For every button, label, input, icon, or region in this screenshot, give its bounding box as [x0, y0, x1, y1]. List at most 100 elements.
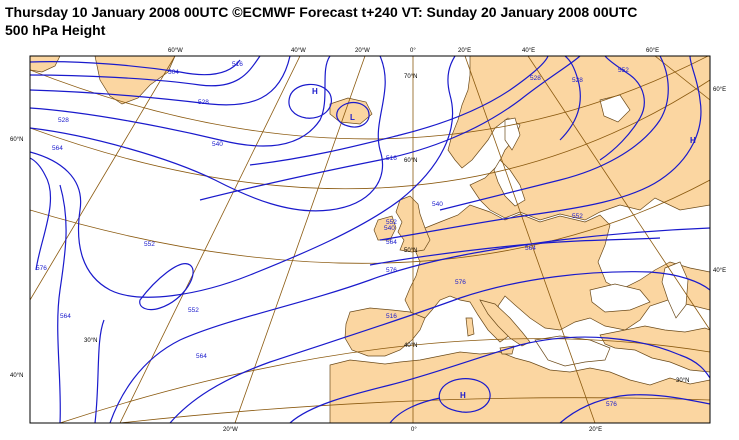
contour-588-b	[389, 397, 441, 423]
lon-20e	[464, 56, 596, 423]
contour-label: 528	[198, 99, 209, 106]
contour-label: 564	[386, 239, 397, 246]
high-pressure-center: H	[312, 87, 318, 96]
contour-label: 576	[36, 265, 47, 272]
contour-576-a	[30, 157, 52, 271]
lat-40n	[59, 338, 710, 423]
contour-552-e	[379, 56, 702, 241]
contour-label: 576	[386, 267, 397, 274]
land-sardinia	[465, 317, 475, 337]
contour-label: 528	[530, 75, 541, 82]
contour-528-a	[30, 56, 291, 106]
contour-528-b	[599, 56, 645, 161]
contour-label: 576	[606, 401, 617, 408]
contour-552-a	[30, 56, 386, 212]
contour-540-d	[559, 56, 581, 141]
contour-label: 516	[386, 155, 397, 162]
contour-588	[289, 336, 710, 423]
axis-labels: 60°W 40°W 20°W 0° 20°E 40°E 60°E 20°W 0°…	[10, 48, 726, 433]
lat-label: 40°N	[404, 343, 417, 349]
lat-label-left: 40°N	[10, 373, 23, 379]
sea-gulf-of-bothnia	[504, 117, 521, 151]
contour-label: 552	[572, 213, 583, 220]
contour-label: 576	[455, 279, 466, 286]
contour-552-d	[199, 56, 581, 201]
contour-label: 552	[188, 307, 199, 314]
lat-label: 60°N	[404, 158, 417, 164]
contour-564-c	[109, 227, 710, 423]
lon-20w	[234, 56, 366, 423]
map-frame	[29, 55, 711, 424]
lon-label-top: 40°E	[522, 48, 535, 54]
lon-label-bottom: 20°W	[223, 427, 238, 433]
lon-40w	[119, 56, 301, 423]
contour-576-c	[559, 394, 710, 423]
contour-label: 528	[58, 117, 69, 124]
contour-low-iceland	[336, 101, 370, 128]
lat-30n	[119, 397, 710, 423]
contour-label: 552	[618, 67, 629, 74]
lat-label: 30°N	[676, 378, 689, 384]
lon-label-bottom: 0°	[411, 427, 417, 433]
lon-label-right: 60°E	[713, 87, 726, 93]
contour-552-c	[139, 263, 194, 311]
contour-label: 516	[232, 61, 243, 68]
high-pressure-center: H	[690, 136, 696, 145]
lat-label: 50°N	[404, 248, 417, 254]
pressure-centers: H L H H	[312, 87, 696, 400]
contour-label: 552	[144, 241, 155, 248]
inner-lat-labels: 70°N 60°N 50°N 40°N 30°N 30°N	[84, 74, 689, 384]
lon-60w	[30, 56, 176, 301]
low-pressure-center: L	[350, 113, 355, 122]
contour-564-b	[57, 184, 67, 423]
contour-label: 552	[386, 219, 397, 226]
contour-label: 564	[52, 145, 63, 152]
lon-label-top: 40°W	[291, 48, 306, 54]
land-north-africa	[329, 351, 710, 423]
land-canada-edge	[30, 56, 61, 73]
contour-label: 504	[168, 69, 179, 76]
lon-label-top: 20°E	[458, 48, 471, 54]
contour-504	[30, 59, 241, 76]
inland-seas	[493, 94, 689, 367]
contour-labels: 504 516 528 528 540 552 564 576 516 540 …	[36, 61, 629, 408]
lat-50n	[30, 179, 710, 264]
contour-label: 540	[432, 201, 443, 208]
contour-540-c	[439, 56, 669, 211]
contour-label: 564	[525, 245, 536, 252]
lon-label-top: 20°W	[355, 48, 370, 54]
contour-label: 564	[60, 313, 71, 320]
contour-540-a	[30, 56, 331, 147]
lat-60n	[30, 79, 710, 190]
lat-label-left: 60°N	[10, 137, 23, 143]
sea-black-sea	[589, 283, 651, 313]
lon-label-right: 40°E	[713, 268, 726, 274]
contour-540-b	[249, 56, 549, 166]
lon-label-bottom: 20°E	[589, 427, 602, 433]
contour-high-greenland	[288, 83, 332, 119]
high-pressure-center: H	[460, 391, 466, 400]
contour-label: 540	[384, 225, 395, 232]
land-ireland	[373, 215, 397, 241]
lat-label: 30°N	[84, 338, 97, 344]
map-title-line1: Thursday 10 January 2008 00UTC ©ECMWF Fo…	[5, 4, 638, 20]
contour-label: 540	[212, 141, 223, 148]
sea-caspian	[661, 261, 689, 319]
contour-high-africa	[438, 378, 491, 413]
graticule	[30, 56, 710, 423]
land-iberia	[344, 307, 426, 357]
lon-label-top: 60°E	[646, 48, 659, 54]
contour-576-b	[169, 271, 710, 423]
sea-baltic	[493, 159, 526, 207]
lon-60e	[654, 56, 710, 101]
contour-label: 516	[386, 313, 397, 320]
contour-564-d	[369, 237, 661, 266]
contour-516	[30, 56, 261, 87]
lon-label-top: 0°	[410, 48, 416, 54]
lon-label-top: 60°W	[168, 48, 183, 54]
lon-40e	[527, 56, 710, 331]
contour-label: 528	[572, 77, 583, 84]
contour-label: 564	[196, 353, 207, 360]
map-content: 504 516 528 528 540 552 564 576 516 540 …	[30, 56, 710, 423]
